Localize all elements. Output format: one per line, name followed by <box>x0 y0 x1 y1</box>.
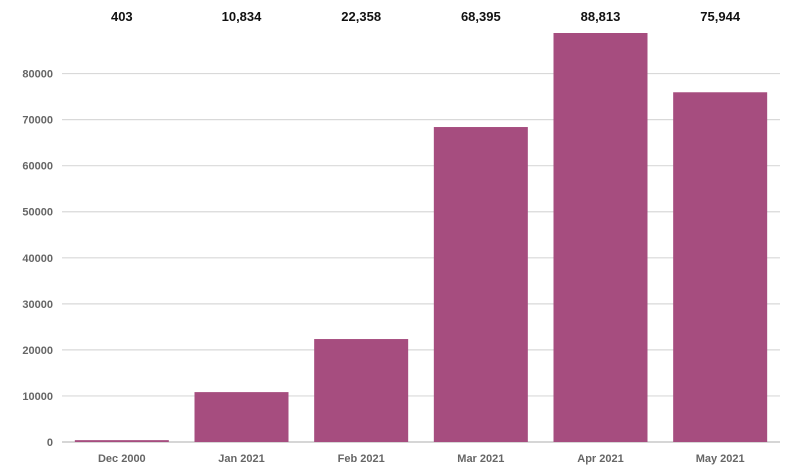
x-tick-label: Mar 2021 <box>457 453 504 465</box>
y-tick-label: 80000 <box>22 69 53 81</box>
bar <box>673 92 768 442</box>
x-tick-label: Apr 2021 <box>577 453 623 465</box>
y-tick-label: 0 <box>47 437 53 449</box>
bar <box>314 339 409 442</box>
data-label: 22,358 <box>341 9 381 24</box>
bar <box>553 33 648 442</box>
y-tick-label: 60000 <box>22 161 53 173</box>
y-tick-label: 10000 <box>22 391 53 403</box>
y-tick-label: 30000 <box>22 299 53 311</box>
x-tick-label: May 2021 <box>696 453 745 465</box>
y-tick-label: 20000 <box>22 345 53 357</box>
data-label: 75,944 <box>700 9 741 24</box>
x-tick-label: Jan 2021 <box>218 453 264 465</box>
x-axis-ticks: Dec 2000 Jan 2021 Feb 2021 Mar 2021 Apr 2021… <box>98 453 745 465</box>
bar <box>74 440 169 442</box>
y-tick-label: 50000 <box>22 207 53 219</box>
data-labels: 403 10,834 22,358 68,395 88,813 75,944 <box>111 9 741 24</box>
data-label: 10,834 <box>222 9 263 24</box>
bar <box>194 392 289 442</box>
x-tick-label: Feb 2021 <box>338 453 385 465</box>
y-tick-label: 40000 <box>22 253 53 265</box>
x-tick-label: Dec 2000 <box>98 453 146 465</box>
bars <box>74 33 768 443</box>
data-label: 403 <box>111 9 133 24</box>
y-tick-label: 70000 <box>22 115 53 127</box>
grid-lines <box>62 72 780 443</box>
bar <box>433 127 528 443</box>
data-label: 88,813 <box>581 9 621 24</box>
data-label: 68,395 <box>461 9 501 24</box>
y-axis-ticks: 0 10000 20000 30000 40000 50000 60000 70000 8000… <box>22 69 53 449</box>
